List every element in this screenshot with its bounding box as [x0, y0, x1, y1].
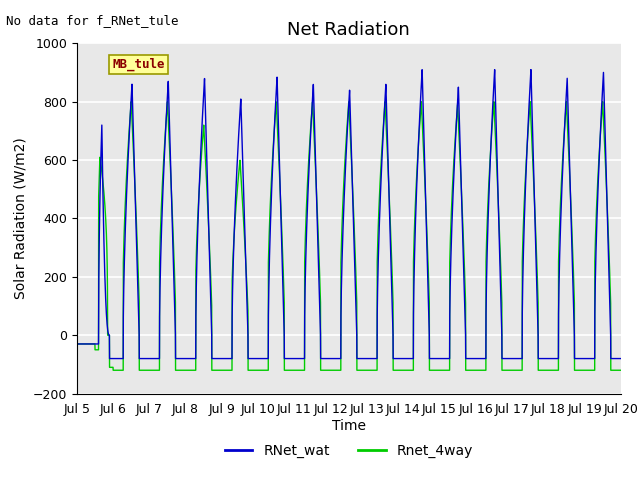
Rnet_4way — [561, 123, 568, 129]
Text: MB_tule: MB_tule — [112, 58, 164, 71]
RNet_wat — [616, 356, 623, 361]
Rnet_4way — [616, 367, 623, 373]
Title: Net Radiation: Net Radiation — [287, 21, 410, 39]
RNet_wat — [561, 122, 568, 128]
Rnet_4way — [73, 341, 81, 347]
Rnet_4way — [617, 367, 625, 373]
RNet_wat — [106, 356, 113, 361]
Legend: RNet_wat, Rnet_4way: RNet_wat, Rnet_4way — [219, 439, 479, 464]
Line: RNet_wat: RNet_wat — [77, 70, 621, 359]
Rnet_4way — [109, 367, 117, 373]
Rnet_4way — [420, 158, 428, 164]
Rnet_4way — [546, 367, 554, 373]
X-axis label: Time: Time — [332, 419, 366, 433]
RNet_wat — [546, 356, 554, 361]
Rnet_4way — [599, 99, 607, 105]
RNet_wat — [73, 341, 81, 347]
Rnet_4way — [609, 367, 617, 373]
Text: No data for f_RNet_tule: No data for f_RNet_tule — [6, 14, 179, 27]
RNet_wat — [617, 356, 625, 361]
RNet_wat — [420, 136, 428, 142]
RNet_wat — [317, 356, 325, 361]
Y-axis label: Solar Radiation (W/m2): Solar Radiation (W/m2) — [13, 138, 27, 299]
Rnet_4way — [317, 367, 325, 373]
RNet_wat — [609, 356, 617, 361]
Line: Rnet_4way: Rnet_4way — [77, 102, 621, 370]
RNet_wat — [527, 67, 535, 72]
